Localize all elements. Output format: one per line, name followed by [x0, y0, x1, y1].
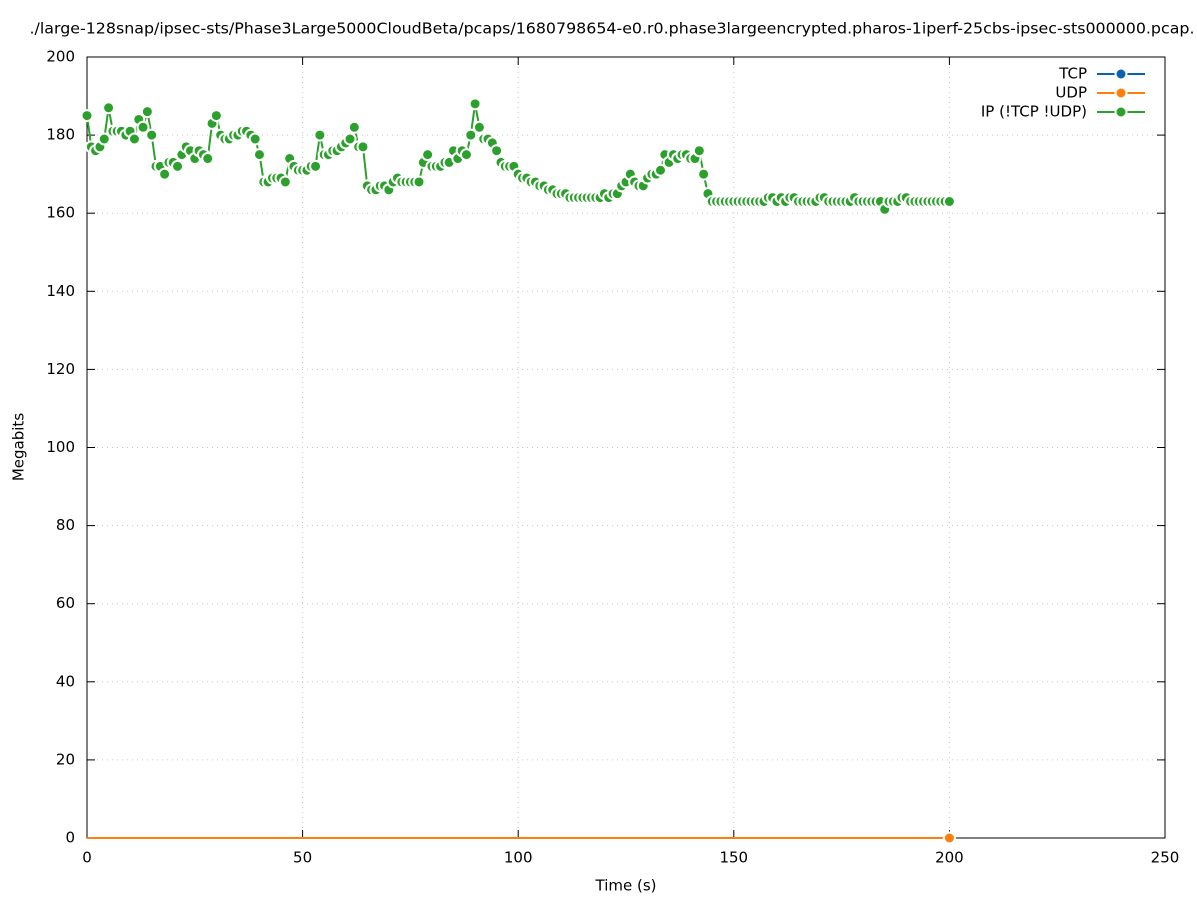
data-point: [653, 163, 667, 177]
data-point: [490, 144, 504, 158]
data-point: [127, 132, 141, 146]
data-point: [472, 120, 486, 134]
y-tick-label: 60: [56, 594, 75, 612]
x-tick-label: 250: [1151, 849, 1180, 867]
data-point: [209, 109, 223, 123]
data-point: [421, 148, 435, 162]
y-tick-label: 180: [46, 126, 75, 144]
data-point: [158, 167, 172, 181]
y-tick-label: 20: [56, 750, 75, 768]
data-point: [136, 120, 150, 134]
legend-label: IP (!TCP !UDP): [981, 103, 1087, 121]
data-point: [80, 109, 94, 123]
legend-label: UDP: [1055, 84, 1087, 102]
legend-label: TCP: [1058, 65, 1087, 83]
x-tick-label: 0: [82, 849, 92, 867]
y-tick-label: 80: [56, 516, 75, 534]
data-point: [309, 159, 323, 173]
x-tick-label: 150: [719, 849, 748, 867]
data-point: [145, 128, 159, 142]
legend-swatch: [1114, 86, 1128, 100]
y-tick-label: 100: [46, 438, 75, 456]
data-point: [942, 194, 956, 208]
data-point: [171, 159, 185, 173]
legend-swatch: [1114, 67, 1128, 81]
y-axis-label: Megabits: [10, 413, 28, 481]
data-point: [464, 128, 478, 142]
data-point: [692, 144, 706, 158]
y-tick-label: 200: [46, 48, 75, 66]
y-tick-label: 0: [65, 829, 75, 847]
y-tick-label: 120: [46, 360, 75, 378]
data-point: [102, 101, 116, 115]
y-tick-label: 160: [46, 204, 75, 222]
y-tick-label: 40: [56, 672, 75, 690]
data-point: [356, 140, 370, 154]
data-point: [942, 831, 956, 845]
data-point: [459, 148, 473, 162]
x-axis-label: Time (s): [595, 877, 657, 895]
data-point: [278, 175, 292, 189]
x-tick-label: 50: [293, 849, 312, 867]
data-point: [201, 152, 215, 166]
y-tick-label: 140: [46, 282, 75, 300]
chart-title: ./large-128snap/ipsec-sts/Phase3Large500…: [30, 20, 1195, 38]
data-point: [468, 97, 482, 111]
data-point: [347, 120, 361, 134]
legend-swatch: [1114, 105, 1128, 119]
data-point: [412, 175, 426, 189]
data-point: [252, 148, 266, 162]
data-point: [697, 167, 711, 181]
data-point: [343, 132, 357, 146]
data-point: [248, 132, 262, 146]
data-point: [97, 132, 111, 146]
data-point: [313, 128, 327, 142]
x-tick-label: 100: [504, 849, 533, 867]
data-point: [140, 105, 154, 119]
x-tick-label: 200: [935, 849, 964, 867]
